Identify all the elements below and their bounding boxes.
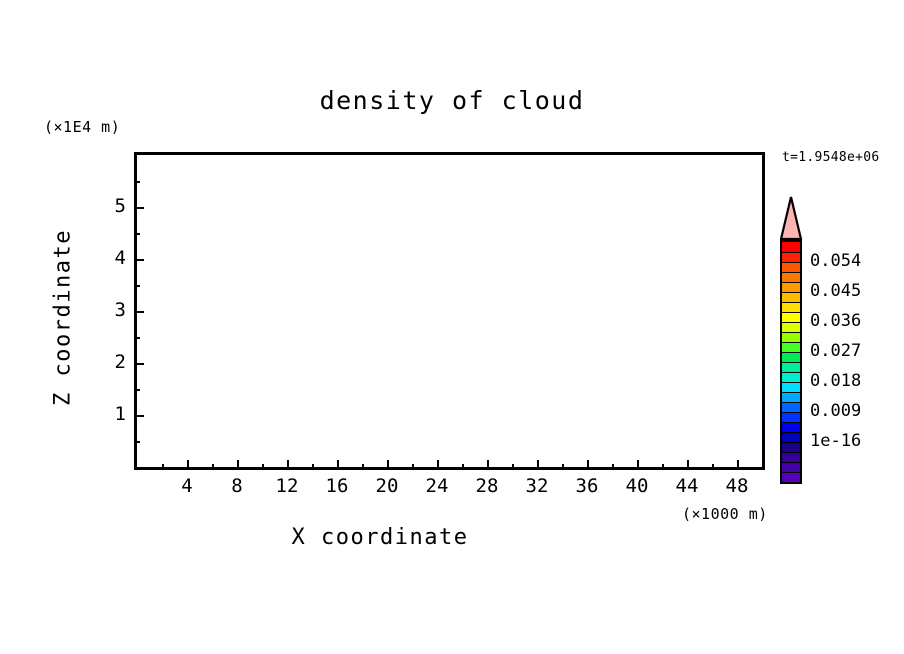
colorbar xyxy=(780,240,802,484)
x-tick-label: 28 xyxy=(475,475,499,497)
x-axis-label: X coordinate xyxy=(291,525,469,550)
y-axis-label: Z coordinate xyxy=(50,229,76,406)
timestamp-annotation: t=1.9548e+06 xyxy=(782,150,880,165)
plot-frame xyxy=(134,152,765,470)
colorbar-tick-label: 0.036 xyxy=(810,311,862,331)
x-tick-label: 48 xyxy=(725,475,749,497)
colorbar-band xyxy=(782,332,800,342)
colorbar-band xyxy=(782,362,800,372)
y-tick-label: 2 xyxy=(114,351,126,373)
x-tick-label: 16 xyxy=(325,475,349,497)
y-tick-label: 4 xyxy=(114,247,126,269)
y-axis-unit-label: (×1E4 m) xyxy=(44,118,121,136)
colorbar-band xyxy=(782,402,800,412)
colorbar-band xyxy=(782,382,800,392)
x-tick-label: 12 xyxy=(275,475,299,497)
colorbar-band xyxy=(782,302,800,312)
colorbar-band xyxy=(782,272,800,282)
x-tick-label: 32 xyxy=(525,475,549,497)
colorbar-band xyxy=(782,422,800,432)
colorbar-band xyxy=(782,442,800,452)
colorbar-band xyxy=(782,352,800,362)
colorbar-tick-label: 0.027 xyxy=(810,341,862,361)
chart-title: density of cloud xyxy=(319,86,585,115)
colorbar-tick-label: 0.018 xyxy=(810,371,862,391)
x-tick-label: 20 xyxy=(375,475,399,497)
colorbar-band xyxy=(782,452,800,462)
x-tick-label: 24 xyxy=(425,475,449,497)
colorbar-band xyxy=(782,432,800,442)
colorbar-band xyxy=(782,392,800,402)
colorbar-overflow-arrow xyxy=(780,196,802,240)
x-tick-label: 8 xyxy=(231,475,243,497)
colorbar-band xyxy=(782,342,800,352)
colorbar-tick-label: 1e-16 xyxy=(810,431,862,451)
colorbar-band xyxy=(782,372,800,382)
colorbar-band xyxy=(782,322,800,332)
colorbar-band xyxy=(782,462,800,472)
colorbar-band xyxy=(782,412,800,422)
x-tick-label: 36 xyxy=(575,475,599,497)
colorbar-band xyxy=(782,292,800,302)
y-tick-label: 3 xyxy=(114,299,126,321)
y-tick-label: 5 xyxy=(114,195,126,217)
x-tick-label: 44 xyxy=(675,475,699,497)
x-tick-label: 4 xyxy=(181,475,193,497)
y-tick-label: 1 xyxy=(114,403,126,425)
colorbar-tick-label: 0.054 xyxy=(810,251,862,271)
colorbar-band xyxy=(782,252,800,262)
colorbar-band xyxy=(782,312,800,322)
colorbar-tick-label: 0.009 xyxy=(810,401,862,421)
colorbar-tick-label: 0.045 xyxy=(810,281,862,301)
colorbar-band xyxy=(782,262,800,272)
colorbar-band xyxy=(782,242,800,252)
x-tick-label: 40 xyxy=(625,475,649,497)
colorbar-band xyxy=(782,282,800,292)
x-axis-unit-label: (×1000 m) xyxy=(682,505,768,523)
colorbar-band xyxy=(782,472,800,482)
